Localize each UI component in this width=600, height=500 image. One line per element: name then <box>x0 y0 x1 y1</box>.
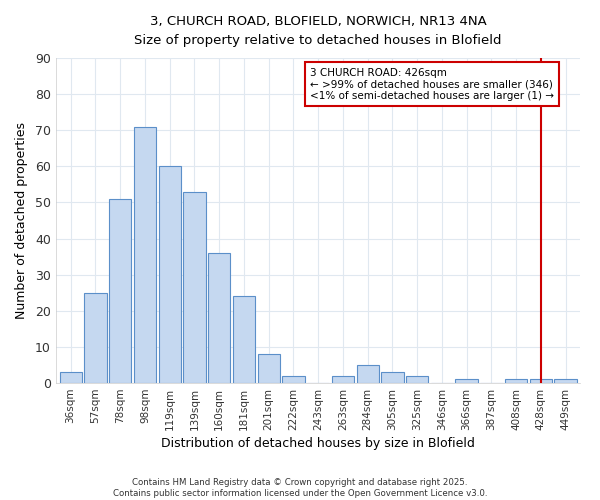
Bar <box>554 380 577 383</box>
Bar <box>505 380 527 383</box>
Bar <box>282 376 305 383</box>
Bar <box>59 372 82 383</box>
Bar <box>233 296 255 383</box>
Bar <box>381 372 404 383</box>
Bar <box>134 126 156 383</box>
Bar <box>455 380 478 383</box>
Text: 3 CHURCH ROAD: 426sqm
← >99% of detached houses are smaller (346)
<1% of semi-de: 3 CHURCH ROAD: 426sqm ← >99% of detached… <box>310 68 554 101</box>
Bar <box>183 192 206 383</box>
Y-axis label: Number of detached properties: Number of detached properties <box>15 122 28 319</box>
X-axis label: Distribution of detached houses by size in Blofield: Distribution of detached houses by size … <box>161 437 475 450</box>
Bar <box>109 199 131 383</box>
Bar <box>356 365 379 383</box>
Bar <box>406 376 428 383</box>
Bar <box>257 354 280 383</box>
Title: 3, CHURCH ROAD, BLOFIELD, NORWICH, NR13 4NA
Size of property relative to detache: 3, CHURCH ROAD, BLOFIELD, NORWICH, NR13 … <box>134 15 502 47</box>
Bar <box>84 292 107 383</box>
Bar <box>332 376 354 383</box>
Text: Contains HM Land Registry data © Crown copyright and database right 2025.
Contai: Contains HM Land Registry data © Crown c… <box>113 478 487 498</box>
Bar <box>158 166 181 383</box>
Bar <box>208 253 230 383</box>
Bar <box>530 380 552 383</box>
